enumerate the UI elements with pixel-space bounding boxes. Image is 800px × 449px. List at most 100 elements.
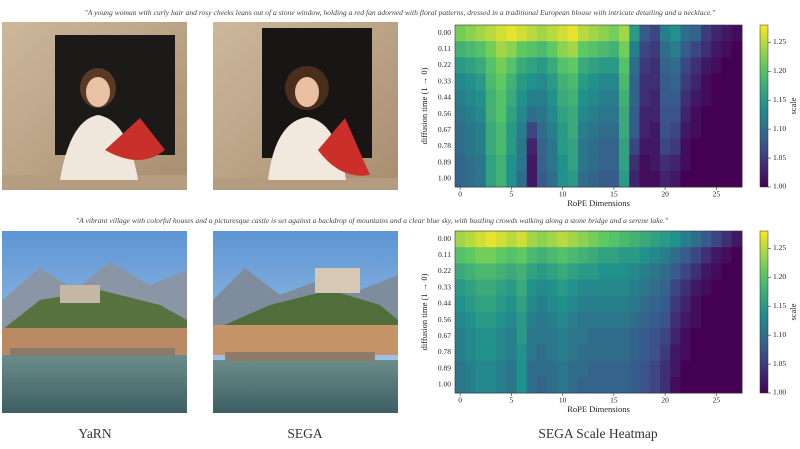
heatmap-cell bbox=[649, 154, 661, 172]
heatmap-cell bbox=[731, 138, 743, 155]
heatmap-cell bbox=[485, 138, 497, 155]
column-label: SEGA bbox=[287, 426, 323, 441]
heatmap-cell bbox=[588, 122, 599, 139]
colorbar-tick-label: 1.15 bbox=[773, 301, 786, 310]
heatmap-cell bbox=[496, 360, 507, 378]
heatmap-cell bbox=[557, 106, 569, 123]
colorbar-tick-label: 1.00 bbox=[773, 182, 786, 191]
heatmap-cell bbox=[526, 73, 538, 91]
heatmap-cell bbox=[690, 344, 702, 361]
heatmap-cell bbox=[455, 279, 466, 297]
heatmap-cell bbox=[496, 154, 507, 172]
heatmap-cell bbox=[721, 122, 733, 139]
heatmap-cell bbox=[526, 89, 538, 107]
heatmap-cell bbox=[526, 344, 538, 361]
heatmap-cell bbox=[485, 328, 497, 345]
heatmap-cell bbox=[557, 170, 569, 188]
heatmap-cell bbox=[465, 25, 476, 42]
heatmap-cell bbox=[690, 231, 702, 248]
heatmap-cell bbox=[680, 138, 692, 155]
heatmap-cell bbox=[537, 247, 548, 264]
heatmap-cell bbox=[649, 138, 661, 155]
heatmap-cell bbox=[485, 344, 497, 361]
heatmap-cell bbox=[557, 360, 569, 378]
heatmap-cell bbox=[690, 57, 702, 74]
heatmap-cell bbox=[670, 328, 681, 345]
heatmap-cell bbox=[516, 328, 528, 345]
heatmap-cell bbox=[680, 328, 692, 345]
heatmap-cell bbox=[619, 41, 630, 58]
heatmap-cell bbox=[485, 73, 497, 91]
heatmap-cell bbox=[660, 328, 671, 345]
heatmap-cell bbox=[588, 360, 599, 378]
heatmap-cell bbox=[588, 154, 599, 172]
heatmap-cell bbox=[701, 247, 712, 264]
image-yarn-village bbox=[2, 231, 187, 413]
heatmap-cell bbox=[598, 328, 610, 345]
x-tick-label: 20 bbox=[661, 190, 669, 199]
heatmap-cell bbox=[690, 360, 702, 378]
heatmap-cell bbox=[537, 328, 548, 345]
heatmap-cell bbox=[629, 328, 640, 345]
y-tick-label: 0.89 bbox=[438, 363, 451, 372]
heatmap-cell bbox=[608, 231, 620, 248]
heatmap-cell bbox=[660, 41, 671, 58]
heatmap-cell bbox=[639, 247, 651, 264]
heatmap-cell bbox=[598, 170, 610, 188]
heatmap-cell bbox=[721, 295, 733, 313]
heatmap-cell bbox=[619, 25, 630, 42]
heatmap-cell bbox=[619, 170, 630, 188]
heatmap-cell bbox=[731, 170, 743, 188]
heatmap-cell bbox=[680, 89, 692, 107]
colorbar-tick-label: 1.15 bbox=[773, 95, 786, 104]
heatmap-cell bbox=[660, 279, 671, 297]
heatmap-cell bbox=[485, 41, 497, 58]
heatmap-cell bbox=[496, 279, 507, 297]
heatmap-cell bbox=[629, 247, 640, 264]
heatmap-cell bbox=[557, 138, 569, 155]
heatmap-cell bbox=[608, 279, 620, 297]
heatmap-cell bbox=[465, 312, 476, 329]
heatmap-cell bbox=[670, 106, 681, 123]
heatmap-cell bbox=[649, 73, 661, 91]
heatmap-cell bbox=[690, 328, 702, 345]
heatmap-cell bbox=[567, 122, 579, 139]
heatmap-cell bbox=[485, 279, 497, 297]
heatmap-cell bbox=[701, 89, 712, 107]
heatmap-cell bbox=[690, 279, 702, 297]
heatmap-cell bbox=[629, 231, 640, 248]
heatmap-cell bbox=[475, 328, 487, 345]
heatmap-cell bbox=[660, 231, 671, 248]
heatmap-cell bbox=[711, 138, 722, 155]
heatmap-cell bbox=[537, 376, 548, 394]
heatmap-cell bbox=[711, 344, 722, 361]
heatmap-cell bbox=[465, 344, 476, 361]
heatmap-cell bbox=[690, 89, 702, 107]
heatmap-cell bbox=[690, 312, 702, 329]
heatmap-cell bbox=[455, 344, 466, 361]
x-tick-label: 10 bbox=[559, 190, 567, 199]
heatmap-cell bbox=[680, 57, 692, 74]
heatmap-cell bbox=[526, 312, 538, 329]
y-tick-label: 0.22 bbox=[438, 266, 451, 275]
heatmap-cell bbox=[526, 154, 538, 172]
heatmap-cell bbox=[465, 170, 476, 188]
heatmap-cell bbox=[660, 106, 671, 123]
heatmap-cell bbox=[506, 122, 517, 139]
heatmap-cell bbox=[670, 57, 681, 74]
heatmap-cell bbox=[619, 312, 630, 329]
heatmap-cell bbox=[598, 41, 610, 58]
heatmap-cell bbox=[598, 122, 610, 139]
heatmap-cell bbox=[506, 73, 517, 91]
heatmap-cell bbox=[711, 106, 722, 123]
heatmap-cell bbox=[485, 122, 497, 139]
heatmap-cell bbox=[711, 73, 722, 91]
heatmap-cell bbox=[711, 376, 722, 394]
heatmap-cell bbox=[557, 344, 569, 361]
heatmap-cell bbox=[537, 295, 548, 313]
heatmap-cell bbox=[516, 73, 528, 91]
heatmap-cell bbox=[660, 344, 671, 361]
heatmap-cell bbox=[516, 138, 528, 155]
heatmap-cell bbox=[475, 73, 487, 91]
heatmap-cell bbox=[506, 263, 517, 280]
